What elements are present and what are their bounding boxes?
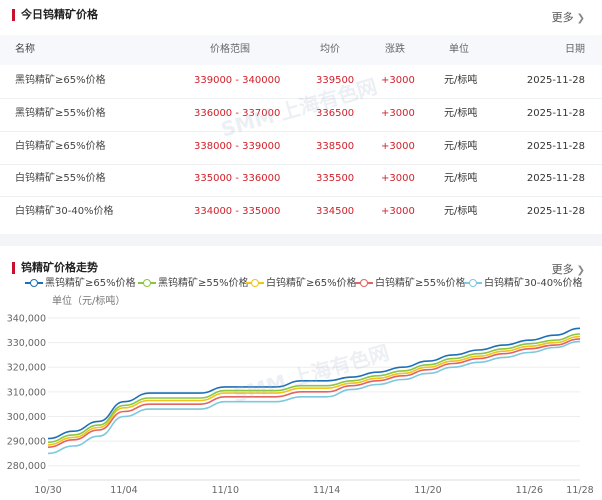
x-tick-label: 11/10: [212, 485, 239, 496]
row-unit: 元/标吨: [444, 75, 478, 86]
y-tick-label: 340,000: [7, 314, 46, 325]
row-change: +3000: [381, 206, 415, 217]
x-tick-label: 11/20: [414, 485, 441, 496]
legend-marker-icon: [355, 278, 373, 288]
header-range: 价格范围: [210, 44, 250, 55]
table-row[interactable]: 黑钨精矿≥65%价格 339000 - 340000 339500 +3000 …: [0, 66, 602, 99]
row-unit: 元/标吨: [444, 108, 478, 119]
prices-more-label: 更多: [551, 11, 574, 24]
y-tick-label: 320,000: [7, 363, 46, 374]
legend-marker-icon: [138, 278, 156, 288]
row-range: 335000 - 336000: [194, 173, 281, 184]
price-trend-chart[interactable]: 单位（元/标吨） 280,000 290,000 300,000 310,000 320,…: [0, 290, 602, 500]
row-change: +3000: [381, 173, 415, 184]
x-tick-label: 11/26: [516, 485, 543, 496]
row-name: 黑钨精矿≥55%价格: [15, 108, 106, 119]
x-tick-label: 11/14: [313, 485, 340, 496]
legend-item[interactable]: 白钨精矿30-40%价格: [464, 275, 583, 293]
header-change: 涨跌: [385, 44, 405, 55]
header-unit: 单位: [449, 44, 469, 55]
legend-item[interactable]: 白钨精矿≥65%价格: [246, 275, 357, 293]
header-date: 日期: [565, 44, 585, 55]
table-row[interactable]: 白钨精矿30-40%价格 334000 - 335000 334500 +300…: [0, 197, 602, 229]
prices-more-link[interactable]: 更多 ❯: [552, 9, 585, 25]
row-unit: 元/标吨: [444, 141, 478, 152]
table-row[interactable]: 黑钨精矿≥55%价格 336000 - 337000 336500 +3000 …: [0, 99, 602, 132]
row-avg: 335500: [316, 173, 355, 184]
row-unit: 元/标吨: [444, 173, 478, 184]
y-axis-unit-label: 单位（元/标吨）: [52, 294, 125, 307]
row-avg: 339500: [316, 75, 355, 86]
legend-label: 白钨精矿30-40%价格: [484, 278, 583, 289]
prices-card: 今日钨精矿价格 更多 ❯ 名称 价格范围 均价 涨跌 单位 日期 黑钨精矿≥65%…: [0, 0, 602, 234]
header-name: 名称: [15, 44, 35, 55]
series-line-4: [47, 340, 581, 455]
row-date: 2025-11-28: [526, 141, 585, 152]
row-range: 336000 - 337000: [194, 108, 281, 119]
trend-more-link[interactable]: 更多 ❯: [552, 261, 585, 277]
row-avg: 336500: [316, 108, 355, 119]
row-date: 2025-11-28: [526, 75, 585, 86]
row-change: +3000: [381, 141, 415, 152]
row-change: +3000: [381, 75, 415, 86]
trend-card: 钨精矿价格走势 更多 ❯: [0, 246, 602, 500]
row-date: 2025-11-28: [526, 108, 585, 119]
row-name: 白钨精矿≥65%价格: [15, 141, 106, 152]
legend-label: 白钨精矿≥65%价格: [266, 278, 357, 289]
row-avg: 334500: [316, 206, 355, 217]
legend-item[interactable]: 白钨精矿≥55%价格: [355, 275, 466, 293]
row-name: 黑钨精矿≥65%价格: [15, 75, 106, 86]
row-range: 339000 - 340000: [194, 75, 281, 86]
row-avg: 338500: [316, 141, 355, 152]
trend-more-label: 更多: [551, 263, 574, 276]
legend-item[interactable]: 黑钨精矿≥55%价格: [138, 275, 249, 293]
trend-title: 钨精矿价格走势: [12, 262, 98, 274]
legend-marker-icon: [246, 278, 264, 288]
x-tick-label: 10/30: [34, 485, 61, 496]
y-tick-label: 280,000: [7, 461, 46, 472]
series-line-1: [47, 333, 581, 444]
row-date: 2025-11-28: [526, 173, 585, 184]
table-row[interactable]: 白钨精矿≥65%价格 338000 - 339000 338500 +3000 …: [0, 132, 602, 165]
x-tick-label: 11/04: [110, 485, 137, 496]
series-line-2: [47, 335, 581, 446]
row-range: 334000 - 335000: [194, 206, 281, 217]
legend-marker-icon: [464, 278, 482, 288]
row-unit: 元/标吨: [444, 206, 478, 217]
series-line-3: [47, 338, 581, 448]
series-line-0: [47, 327, 581, 440]
legend-label: 黑钨精矿≥65%价格: [45, 278, 136, 289]
row-range: 338000 - 339000: [194, 141, 281, 152]
legend-item[interactable]: 黑钨精矿≥65%价格: [25, 275, 136, 293]
chevron-right-icon: ❯: [576, 13, 585, 24]
header-avg: 均价: [320, 44, 340, 55]
y-tick-label: 330,000: [7, 338, 46, 349]
row-change: +3000: [381, 108, 415, 119]
table-row[interactable]: 白钨精矿≥55%价格 335000 - 336000 335500 +3000 …: [0, 164, 602, 197]
legend-marker-icon: [25, 278, 43, 288]
x-tick-label: 11/28: [566, 485, 593, 496]
legend-label: 黑钨精矿≥55%价格: [158, 278, 249, 289]
prices-table-header: 名称 价格范围 均价 涨跌 单位 日期: [0, 35, 602, 65]
prices-title: 今日钨精矿价格: [12, 9, 98, 21]
row-name: 白钨精矿≥55%价格: [15, 173, 106, 184]
y-tick-label: 300,000: [7, 412, 46, 423]
y-tick-label: 310,000: [7, 387, 46, 398]
y-tick-label: 290,000: [7, 437, 46, 448]
chart-legend: 黑钨精矿≥65%价格 黑钨精矿≥55%价格 白钨精矿≥65%价格 白钨精矿≥55…: [0, 275, 602, 293]
legend-label: 白钨精矿≥55%价格: [375, 278, 466, 289]
row-name: 白钨精矿30-40%价格: [15, 206, 114, 217]
chevron-right-icon: ❯: [576, 265, 585, 276]
row-date: 2025-11-28: [526, 206, 585, 217]
